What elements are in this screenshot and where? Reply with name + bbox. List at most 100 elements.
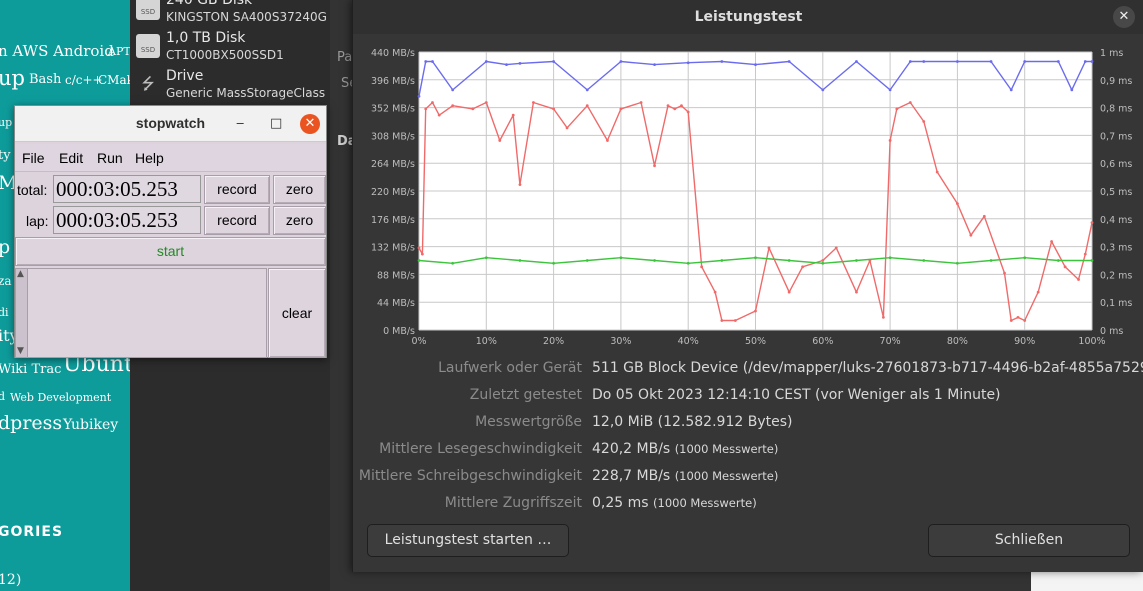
menu-help[interactable]: Help bbox=[135, 150, 164, 166]
dialog-title: Leistungstest bbox=[694, 9, 803, 25]
data-point bbox=[855, 259, 858, 262]
data-point bbox=[420, 252, 424, 256]
data-point bbox=[431, 60, 434, 63]
sample-count-note: (1000 Messwerte) bbox=[674, 442, 779, 456]
y-right-tick-label: 0,9 ms bbox=[1100, 76, 1132, 87]
data-point bbox=[935, 170, 939, 174]
data-point bbox=[518, 259, 522, 262]
partially-hidden-label: Pa bbox=[337, 50, 353, 65]
y-left-tick-label: 440 MB/s bbox=[371, 48, 415, 59]
y-left-tick-label: 264 MB/s bbox=[371, 159, 415, 170]
data-point bbox=[511, 113, 515, 117]
data-point bbox=[484, 101, 488, 104]
tag-link[interactable]: ty bbox=[0, 148, 11, 163]
scroll-down-icon[interactable]: ▼ bbox=[17, 346, 24, 356]
tag-link[interactable]: dpress bbox=[0, 412, 63, 434]
data-point bbox=[1090, 60, 1094, 63]
close-icon[interactable]: ✕ bbox=[1113, 6, 1135, 28]
data-point bbox=[498, 139, 502, 142]
info-value-device: 511 GB Block Device (/dev/mapper/luks-27… bbox=[592, 360, 1143, 376]
ssd-icon: SSD bbox=[136, 0, 160, 20]
data-point bbox=[552, 107, 555, 111]
data-point bbox=[417, 246, 421, 250]
tag-link[interactable]: Web Development bbox=[10, 391, 112, 404]
close-dialog-button[interactable]: Schließen bbox=[928, 524, 1130, 557]
maximize-icon[interactable]: □ bbox=[270, 116, 283, 131]
tag-link[interactable]: n AWS Android bbox=[0, 42, 114, 60]
data-point bbox=[908, 60, 912, 63]
data-point bbox=[532, 101, 535, 104]
record-lap-button[interactable]: record bbox=[204, 206, 270, 235]
y-left-tick-label: 132 MB/s bbox=[371, 243, 415, 254]
menu-run[interactable]: Run bbox=[97, 150, 123, 166]
data-point bbox=[767, 246, 771, 250]
data-point bbox=[505, 63, 508, 67]
data-point bbox=[888, 256, 892, 260]
x-tick-label: 90% bbox=[1014, 336, 1035, 345]
tag-link[interactable]: Yubikey bbox=[63, 417, 119, 433]
tag-link[interactable]: CMak bbox=[98, 73, 130, 87]
data-point bbox=[821, 261, 825, 265]
disk-item-240gb[interactable]: SSD 240 GB Disk KINGSTON SA400S37240G bbox=[136, 0, 331, 32]
zero-lap-button[interactable]: zero bbox=[273, 206, 326, 235]
close-icon[interactable]: ✕ bbox=[300, 114, 320, 134]
disk-title: 240 GB Disk bbox=[166, 0, 253, 8]
data-point bbox=[484, 256, 488, 260]
tag-link[interactable]: ity bbox=[0, 326, 19, 345]
y-left-tick-label: 220 MB/s bbox=[371, 187, 415, 198]
y-left-tick-label: 176 MB/s bbox=[371, 215, 415, 226]
zero-total-button[interactable]: zero bbox=[273, 175, 326, 204]
menu-edit[interactable]: Edit bbox=[59, 150, 84, 166]
data-point bbox=[585, 104, 589, 108]
tag-link[interactable]: Wiki Trac bbox=[0, 362, 62, 377]
tag-link[interactable]: di bbox=[0, 306, 9, 319]
data-point bbox=[855, 60, 858, 63]
x-tick-label: 30% bbox=[610, 336, 631, 345]
info-label-last-tested: Zuletzt getestet bbox=[469, 387, 582, 403]
data-point bbox=[1070, 88, 1074, 92]
scroll-up-icon[interactable]: ▲ bbox=[17, 269, 24, 279]
tag-link[interactable]: up bbox=[0, 116, 13, 129]
disk-item-drive[interactable]: ⭍ Drive Generic MassStorageClass bbox=[136, 68, 331, 108]
y-right-tick-label: 0,1 ms bbox=[1100, 298, 1132, 309]
tag-link[interactable]: APT bbox=[108, 45, 130, 58]
disk-item-1tb[interactable]: SSD 1,0 TB Disk CT1000BX500SSD1 bbox=[136, 30, 331, 70]
stopwatch-titlebar[interactable]: stopwatch ‒ □ ✕ bbox=[15, 106, 326, 142]
tag-link[interactable]: M bbox=[0, 172, 18, 194]
data-point bbox=[956, 202, 959, 206]
info-label-access-time: Mittlere Zugriffszeit bbox=[444, 495, 582, 511]
lap-log-textarea[interactable]: ▲ ▼ bbox=[15, 268, 267, 358]
data-point bbox=[700, 265, 704, 269]
minimize-icon[interactable]: ‒ bbox=[236, 116, 245, 131]
y-left-tick-label: 308 MB/s bbox=[371, 131, 415, 142]
dialog-titlebar[interactable]: Leistungstest ✕ bbox=[353, 0, 1143, 34]
data-point bbox=[673, 107, 677, 111]
chart-series bbox=[417, 60, 1094, 322]
data-point bbox=[1083, 252, 1087, 256]
data-point bbox=[1083, 60, 1087, 63]
clear-button[interactable]: clear bbox=[268, 268, 326, 358]
disk-subtitle: CT1000BX500SSD1 bbox=[166, 48, 284, 62]
info-value-sample-size: 12,0 MiB (12.582.912 Bytes) bbox=[592, 414, 793, 430]
vertical-scrollbar[interactable]: ▲ ▼ bbox=[16, 269, 28, 357]
tag-link[interactable]: up bbox=[0, 66, 25, 90]
tag-link[interactable]: d bbox=[0, 390, 6, 403]
chart-ticks: 0 MB/s 44 MB/s 88 MB/s 132 MB/s 176 MB/s 220 … bbox=[371, 48, 1132, 345]
x-tick-label: 50% bbox=[745, 336, 766, 345]
menu-file[interactable]: File bbox=[22, 150, 45, 166]
tag-link[interactable]: Bash bbox=[29, 72, 62, 87]
sample-count-note: (1000 Messwerte) bbox=[653, 496, 757, 510]
start-benchmark-button[interactable]: Leistungstest starten … bbox=[367, 524, 569, 557]
partially-hidden-label: Da bbox=[337, 134, 357, 149]
tag-link[interactable]: c/c++ bbox=[65, 73, 103, 87]
tag-link[interactable]: za bbox=[0, 274, 12, 288]
data-point bbox=[552, 60, 555, 63]
data-point bbox=[989, 259, 993, 262]
x-tick-label: 100% bbox=[1078, 336, 1105, 345]
tag-link[interactable]: p bbox=[0, 236, 11, 258]
data-point bbox=[922, 60, 926, 63]
start-button[interactable]: start bbox=[15, 237, 326, 266]
data-point bbox=[686, 61, 690, 65]
data-point bbox=[451, 261, 455, 265]
record-total-button[interactable]: record bbox=[204, 175, 270, 204]
